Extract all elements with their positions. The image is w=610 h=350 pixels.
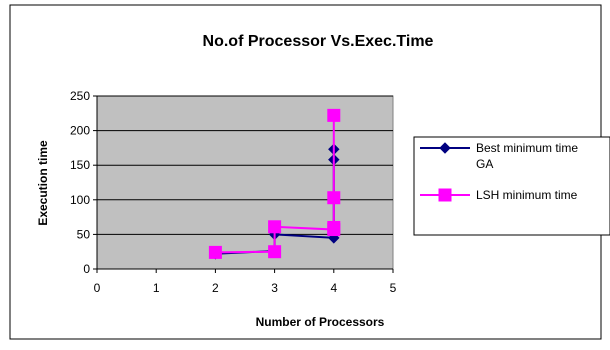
legend-items: Best minimum time GA LSH minimum time [420, 141, 578, 202]
x-axis-label: Number of Processors [256, 315, 385, 329]
axes: 0 50 100 150 200 250 0 1 2 3 4 5 [70, 89, 397, 295]
x-tick-label: 5 [390, 281, 397, 295]
y-tick-label: 150 [70, 158, 90, 172]
legend-label: LSH minimum time [476, 188, 578, 202]
chart-title: No.of Processor Vs.Exec.Time [203, 33, 434, 50]
x-tick-label: 4 [330, 281, 337, 295]
data-point [208, 245, 222, 259]
data-point [268, 245, 282, 259]
data-point [327, 108, 341, 122]
legend [413, 136, 610, 236]
legend-swatch-marker [439, 142, 451, 154]
legend-swatch-marker [438, 188, 452, 202]
y-tick-label: 100 [70, 193, 90, 207]
y-axis-label: Execution time [36, 140, 50, 226]
series-2 [208, 108, 341, 259]
y-tick-label: 200 [70, 124, 90, 138]
legend-label: GA [476, 157, 493, 171]
gridlines [97, 95, 393, 235]
series-layer [208, 108, 341, 260]
data-point [327, 191, 341, 205]
plot-area [96, 95, 394, 270]
y-tick-label: 50 [77, 227, 91, 241]
x-tick-label: 2 [212, 281, 219, 295]
data-point [268, 220, 282, 234]
x-tick-label: 0 [94, 281, 101, 295]
x-tick-label: 3 [271, 281, 278, 295]
x-tick-label: 1 [153, 281, 160, 295]
y-tick-label: 0 [83, 262, 90, 276]
y-tick-label: 250 [70, 89, 90, 103]
legend-item-2: LSH minimum time [420, 188, 578, 202]
legend-item-1: Best minimum time GA [420, 141, 578, 171]
legend-label: Best minimum time [476, 141, 578, 155]
data-point [327, 220, 341, 234]
